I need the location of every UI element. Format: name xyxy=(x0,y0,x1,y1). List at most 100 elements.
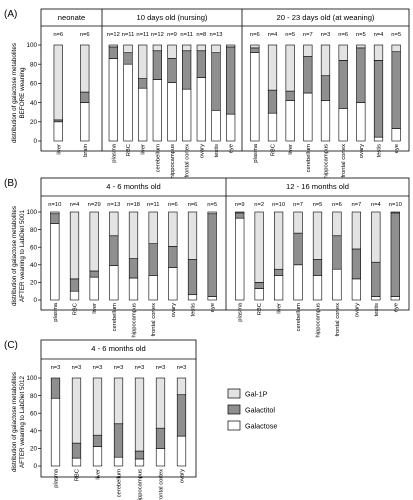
bar-segment-galactose xyxy=(167,82,177,142)
bar-segment-galactose xyxy=(148,275,158,301)
y-axis-label-line2: BEFORE weaning xyxy=(19,67,26,119)
y-axis-label: distribution of galactose metabolites AFT… xyxy=(11,206,26,306)
n-label: n=6 xyxy=(338,32,348,38)
bar-segment-galactitol xyxy=(182,50,192,90)
y-tick-label: 40 xyxy=(30,428,38,435)
bar-segment-gal-1p xyxy=(285,44,295,92)
bar-segment-galactitol xyxy=(351,248,361,280)
n-label: n=8 xyxy=(196,32,206,38)
group-title: neonate xyxy=(58,13,85,22)
n-label: n=6 xyxy=(332,202,342,208)
bar-segment-galactose xyxy=(50,223,60,301)
bar-segment-gal-1p xyxy=(113,377,124,425)
bar-segment-galactose xyxy=(235,217,245,301)
bar-segment-gal-1p xyxy=(108,44,118,48)
bar-segment-gal-1p xyxy=(338,44,348,61)
n-label: n=6 xyxy=(250,32,260,38)
category-label: eye xyxy=(394,144,400,153)
bar-segment-gal-1p xyxy=(128,211,139,259)
bar-segment-galactitol xyxy=(390,212,400,297)
bar-segment-galactitol xyxy=(148,243,158,276)
bar-segment-galactose xyxy=(123,63,133,142)
panel-b: (B) distribution of galactose metabolites… xyxy=(4,177,410,338)
group-title: 10 days old (nursing) xyxy=(137,13,208,22)
group-title: 4 - 6 months old xyxy=(106,182,160,191)
category-label: eye xyxy=(393,303,399,312)
bar-segment-galactose xyxy=(182,88,192,142)
category-label: liver xyxy=(277,303,283,314)
bar-segment-galactitol xyxy=(187,259,198,296)
bar-segment-galactose xyxy=(196,77,206,142)
bar-segment-gal-1p xyxy=(187,211,198,260)
bar-segment-galactitol xyxy=(152,50,162,80)
n-label: n=3 xyxy=(114,365,124,371)
category-label: ovary xyxy=(171,303,177,317)
panel-c: (C) distribution of galactose metabolites… xyxy=(4,339,197,500)
n-label: n=3 xyxy=(321,32,331,38)
bar-segment-gal-1p xyxy=(303,44,313,57)
bar-segment-galactitol xyxy=(338,60,348,109)
category-label: frontal cortex xyxy=(185,144,191,178)
bar-segment-gal-1p xyxy=(254,211,264,283)
legend-label-gal1p: Gal-1P xyxy=(245,390,268,399)
n-label: n=5 xyxy=(207,202,217,208)
n-label: n=5 xyxy=(391,32,401,38)
bar-segment-galactitol xyxy=(285,90,295,101)
bar-segment-galactose xyxy=(89,276,99,301)
n-label: n=6 xyxy=(53,32,63,38)
bar-segment-galactose xyxy=(371,296,381,301)
bar-segment-galactose xyxy=(207,296,217,301)
bar-segment-gal-1p xyxy=(123,44,133,53)
y-axis-label: distribution of galactose metabolites AFT… xyxy=(11,372,26,472)
bar-segment-gal-1p xyxy=(155,377,166,429)
category-label: cerebellum xyxy=(117,469,123,498)
panel-label: (C) xyxy=(4,340,18,351)
bar-segment-gal-1p xyxy=(80,44,90,93)
panel-frame xyxy=(40,339,197,478)
category-label: plasma xyxy=(253,143,259,162)
bar-segment-galactose xyxy=(226,113,236,142)
legend: Gal-1P Galactitol Galactose xyxy=(227,388,277,431)
bar-segment-galactose xyxy=(312,275,323,301)
category-label: testis xyxy=(374,303,380,317)
y-tick-label: 80 xyxy=(30,393,38,400)
y-axis-label-line2: AFTER weaning to LabDiet 5001 xyxy=(19,209,26,302)
y-tick-label: 100 xyxy=(26,209,37,216)
category-label: frontal cortex xyxy=(341,144,347,178)
y-axis-label: distribution of galactose metabolites BEF… xyxy=(11,43,26,143)
category-label: ovary xyxy=(354,303,360,317)
category-label: hippocampus xyxy=(316,303,322,338)
bar-segment-galactitol xyxy=(312,259,323,276)
bar-segment-galactitol xyxy=(123,52,133,65)
bar-segment-galactose xyxy=(108,58,118,142)
bar-segment-gal-1p xyxy=(50,211,60,215)
bar-segment-galactitol xyxy=(371,261,381,297)
category-label: RBC xyxy=(126,144,132,156)
bar-segment-gal-1p xyxy=(148,211,158,244)
bar-segment-galactitol xyxy=(320,75,331,101)
y-tick-label: 20 xyxy=(30,446,38,453)
category-label: liver xyxy=(56,144,62,155)
category-label: testis xyxy=(214,144,220,158)
category-label: plasma xyxy=(111,143,117,162)
bar-segment-galactitol xyxy=(92,434,103,447)
category-label: RBC xyxy=(75,469,81,481)
category-label: plasma xyxy=(238,302,244,321)
bar-segment-galactitol xyxy=(128,258,139,279)
y-tick-label: 100 xyxy=(26,42,37,49)
n-label: n=4 xyxy=(371,202,382,208)
bar-segment-gal-1p xyxy=(138,44,148,79)
bar-segment-galactose xyxy=(250,52,260,142)
n-label: n=13 xyxy=(107,202,120,208)
y-axis-label-line2: AFTER weaning to LabDiet 5012 xyxy=(19,375,26,468)
bar-segment-gal-1p xyxy=(207,211,217,215)
bar-segment-galactose xyxy=(168,267,178,301)
y-tick-label: 20 xyxy=(30,119,38,126)
bar-segment-galactitol xyxy=(134,450,145,460)
bar-segment-galactose xyxy=(71,457,82,467)
bar-segment-galactose xyxy=(211,109,221,142)
category-label: liver xyxy=(92,303,98,314)
category-label: frontal cortex xyxy=(159,469,165,500)
n-label: n=9 xyxy=(235,202,245,208)
y-axis-label-line1: distribution of galactose metabolites xyxy=(11,206,18,306)
